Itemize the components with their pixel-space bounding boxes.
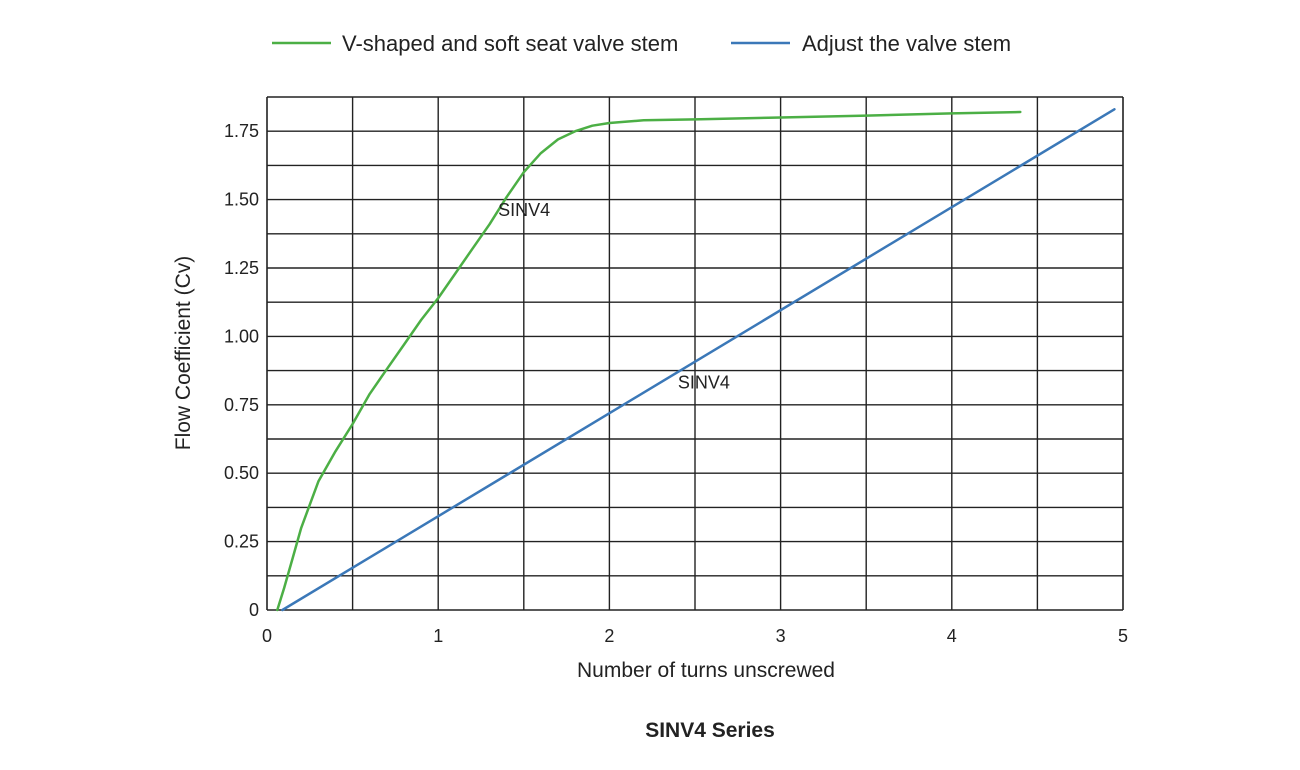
y-tick-labels: 0 0.25 0.50 0.75 1.00 1.25 1.50 1.75 (224, 121, 259, 620)
series-line-v-shaped (276, 110, 1022, 612)
x-tick-label: 3 (776, 626, 786, 646)
y-tick-label: 0.50 (224, 463, 259, 483)
y-tick-label: 1.75 (224, 121, 259, 141)
x-tick-labels: 0 1 2 3 4 5 (262, 626, 1128, 646)
series-lines (276, 108, 1116, 612)
x-tick-label: 2 (604, 626, 614, 646)
chart-caption: SINV4 Series (645, 719, 775, 742)
legend-label-adjust: Adjust the valve stem (802, 31, 1011, 56)
y-tick-label: 1.50 (224, 190, 259, 210)
x-tick-label: 5 (1118, 626, 1128, 646)
legend-label-v-shaped: V-shaped and soft seat valve stem (342, 31, 678, 56)
y-tick-label: 1.25 (224, 258, 259, 278)
annotations: SINV4 SINV4 (498, 200, 730, 392)
y-axis-title: Flow Coefficient (Cv) (172, 256, 195, 451)
x-tick-label: 4 (947, 626, 957, 646)
y-tick-label: 0.25 (224, 532, 259, 552)
x-axis-title: Number of turns unscrewed (577, 659, 835, 682)
series-line-adjust (281, 108, 1116, 612)
y-tick-label: 0.75 (224, 395, 259, 415)
annotation-label: SINV4 (678, 372, 730, 392)
x-tick-label: 0 (262, 626, 272, 646)
legend: V-shaped and soft seat valve stem Adjust… (272, 31, 1011, 56)
y-tick-label: 1.00 (224, 326, 259, 346)
y-tick-label: 0 (249, 600, 259, 620)
annotation-label: SINV4 (498, 200, 550, 220)
grid (266, 96, 1124, 611)
x-tick-label: 1 (433, 626, 443, 646)
